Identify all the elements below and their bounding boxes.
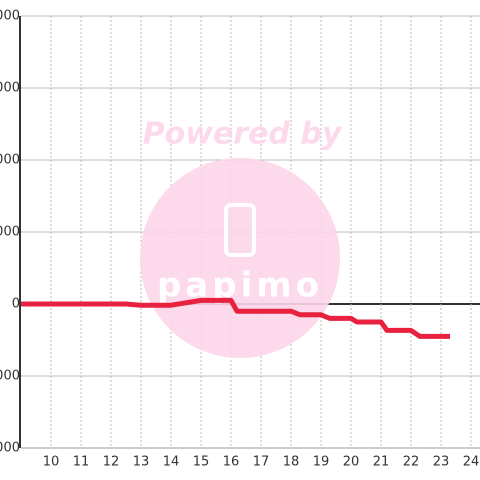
- x-tick-label: 14: [163, 455, 180, 470]
- watermark-circle: [140, 158, 340, 358]
- x-tick-label: 13: [133, 455, 150, 470]
- y-tick-label: 0: [12, 297, 20, 312]
- plot: -6,000 -3,000 0 3,000 6,000 9,000 12,000 10 11 12…: [0, 9, 480, 470]
- watermark-logo: papimo: [157, 266, 323, 306]
- watermark: Powered by papimo: [140, 117, 343, 358]
- x-tick-label: 10: [43, 455, 60, 470]
- x-tick-label: 17: [253, 455, 270, 470]
- y-tick-label: 3,000: [0, 225, 20, 240]
- x-tick-label: 12: [103, 455, 120, 470]
- y-tick-label: 6,000: [0, 153, 20, 168]
- y-tick-label: -6,000: [0, 441, 20, 456]
- y-tick-label: 9,000: [0, 81, 20, 96]
- x-tick-label: 24: [463, 455, 480, 470]
- x-tick-label: 21: [373, 455, 390, 470]
- watermark-icon: [224, 203, 256, 257]
- x-tick-label: 11: [73, 455, 90, 470]
- x-tick-label: 23: [433, 455, 450, 470]
- x-tick-label: 20: [343, 455, 360, 470]
- y-tick-label: 12,000: [0, 9, 20, 24]
- x-tick-label: 18: [283, 455, 300, 470]
- x-tick-label: 19: [313, 455, 330, 470]
- x-tick-label: 22: [403, 455, 420, 470]
- line: [21, 297, 450, 339]
- x-tick-label: 15: [193, 455, 210, 470]
- y-tick-label: -3,000: [0, 369, 20, 384]
- x-tick-label: 16: [223, 455, 240, 470]
- watermark-text: Powered by: [143, 117, 343, 152]
